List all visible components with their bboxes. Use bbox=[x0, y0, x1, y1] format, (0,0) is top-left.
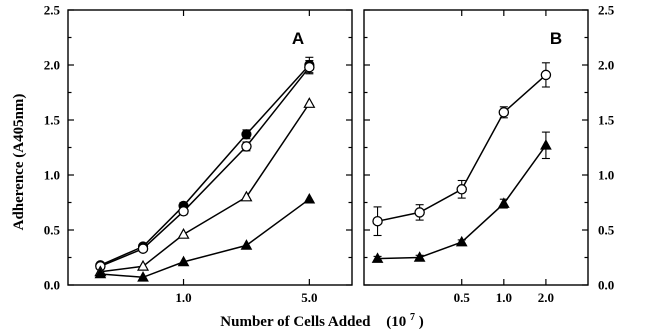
y-tick-label: 1.0 bbox=[44, 168, 60, 183]
data-point-filled-triangle bbox=[371, 252, 384, 263]
data-point-filled-circle bbox=[241, 129, 252, 140]
data-point-open-triangle bbox=[177, 227, 190, 239]
data-point-open-triangle bbox=[137, 259, 150, 271]
y-tick-label: 1.5 bbox=[598, 113, 615, 128]
y-tick-label: 2.0 bbox=[598, 58, 614, 73]
x-tick-label: 5.0 bbox=[301, 290, 317, 305]
x-tick-label: 0.5 bbox=[454, 290, 471, 305]
data-point-filled-triangle bbox=[413, 251, 426, 262]
y-tick-label: 2.0 bbox=[44, 58, 60, 73]
data-point-filled-triangle bbox=[540, 139, 552, 150]
y-tick-label: 0.5 bbox=[44, 223, 61, 238]
data-point-open-triangle bbox=[303, 97, 316, 108]
y-tick-label: 1.5 bbox=[44, 113, 61, 128]
y-tick-label: 0.0 bbox=[44, 278, 60, 293]
x-tick-label: 2.0 bbox=[538, 290, 554, 305]
x-axis-title: Number of Cells Added (10 7 ) bbox=[220, 308, 423, 330]
data-point-open-circle bbox=[498, 107, 510, 118]
y-axis-title: Adherence (A405nm) bbox=[11, 94, 27, 231]
panel-label: A bbox=[292, 29, 304, 48]
data-point-filled-triangle bbox=[455, 235, 468, 247]
data-point-open-circle bbox=[241, 141, 252, 152]
data-point-open-circle bbox=[414, 207, 425, 218]
panel-label: B bbox=[550, 29, 562, 48]
x-axis-title-unit: (10 bbox=[386, 314, 406, 330]
y-tick-label: 0.5 bbox=[598, 223, 615, 238]
x-tick-label: 1.0 bbox=[175, 290, 191, 305]
x-axis-title-exponent: 7 bbox=[410, 312, 415, 323]
x-tick-label: 1.0 bbox=[496, 290, 512, 305]
series-line-filled-triangle bbox=[100, 198, 310, 279]
series-line-open-triangle bbox=[100, 103, 310, 273]
data-point-filled-triangle bbox=[94, 267, 107, 279]
y-tick-label: 1.0 bbox=[598, 168, 614, 183]
data-point-open-circle bbox=[540, 69, 552, 81]
data-point-filled-triangle bbox=[137, 271, 149, 282]
data-point-filled-triangle bbox=[177, 255, 190, 267]
data-point-open-circle bbox=[304, 61, 315, 73]
data-point-filled-triangle bbox=[303, 192, 316, 204]
data-point-open-circle bbox=[178, 206, 189, 217]
y-tick-label: 0.0 bbox=[598, 278, 614, 293]
plot-frame bbox=[67, 9, 353, 286]
data-point-filled-triangle bbox=[497, 197, 510, 208]
data-point-open-circle bbox=[456, 184, 467, 195]
series-line-open-circle bbox=[100, 66, 310, 267]
plot-frame bbox=[363, 9, 589, 286]
data-point-open-triangle bbox=[240, 190, 253, 202]
y-tick-label: 2.5 bbox=[44, 3, 61, 18]
y-tick-label: 2.5 bbox=[598, 3, 615, 18]
x-axis-title-main: Number of Cells Added bbox=[220, 314, 371, 330]
series-line-filled-circle bbox=[100, 64, 310, 266]
data-point-filled-triangle bbox=[240, 239, 253, 250]
x-axis-title-close: ) bbox=[419, 314, 424, 330]
data-point-open-circle bbox=[372, 215, 383, 227]
panel-b: B 0.0 0.5 1.0 1.5 2.0 2.5 0.5 1.0 2.0 bbox=[363, 3, 615, 305]
panel-a: A 0.0 0.5 1.0 1.5 2.0 2.5 1.0 5.0 bbox=[44, 3, 353, 305]
data-point-open-circle bbox=[137, 243, 149, 254]
series-line-open-circle bbox=[377, 74, 547, 222]
